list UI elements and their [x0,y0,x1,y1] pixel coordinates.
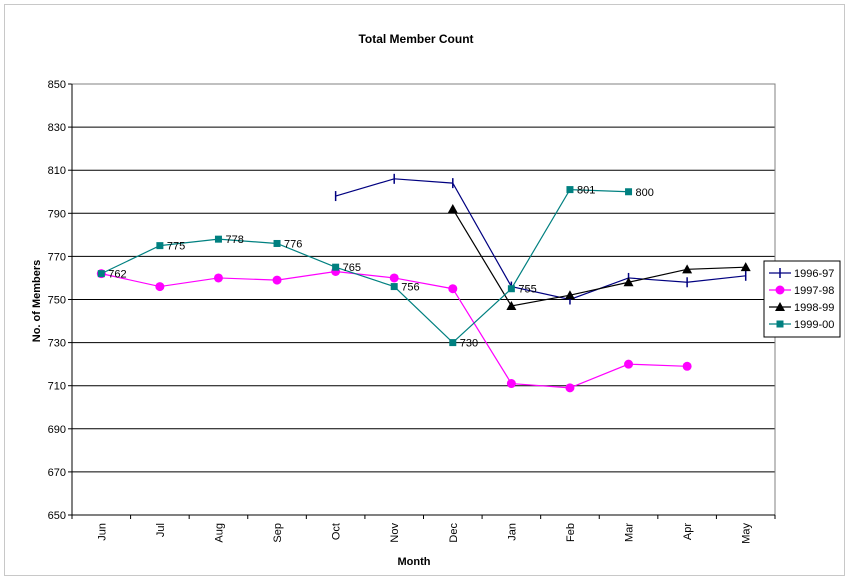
x-axis-label: Month [398,556,431,568]
series-1998-99 [447,203,751,310]
data-label: 776 [284,238,302,250]
data-point [740,262,751,272]
y-tick-label: 650 [48,510,66,522]
data-point [682,264,693,274]
data-label: 762 [108,269,126,281]
x-tick-label: Oct [331,523,343,540]
data-label: 765 [343,262,361,274]
data-point [389,273,399,283]
series-line-1999-00 [101,188,629,344]
data-label: 755 [518,284,536,296]
data-point [97,270,105,278]
data-point [332,263,340,271]
legend-label: 1997-98 [794,285,834,297]
y-tick-label: 750 [48,295,66,307]
data-label: 775 [167,241,185,253]
x-tick-label: Apr [682,523,694,540]
data-label: 801 [577,185,595,197]
data-point [448,284,458,294]
data-label: 800 [636,187,654,199]
legend-item-1996-97: 1996-97 [769,268,834,280]
x-tick-labels: Jun Jul Aug Sep Oct Nov Dec Jan Feb Mar Apr May [96,523,752,544]
line-chart: Total Member Count No. of Members Month … [31,32,841,568]
data-point [506,379,516,389]
data-point [623,277,634,287]
y-tick-label: 690 [48,424,66,436]
data-point [624,359,634,369]
y-tick-label: 790 [48,208,66,220]
data-point [625,188,633,196]
data-point [214,235,222,243]
series-line-1996-97 [335,178,746,301]
legend-label: 1998-99 [794,302,834,314]
x-tick-label: Nov [389,523,401,543]
data-point [213,273,223,283]
data-point [564,290,575,300]
data-point [565,383,575,393]
chart-title: Total Member Count [358,32,473,46]
legend-marker [775,285,785,295]
data-point [682,361,692,371]
series-line-1998-99 [452,208,746,307]
y-axis-label: No. of Members [31,260,43,343]
x-tick-label: Jun [96,523,108,541]
y-tick-label: 810 [48,165,66,177]
x-tick-label: Aug [213,523,225,543]
legend-marker [776,320,784,328]
x-tick-label: Feb [565,523,577,542]
data-point [272,275,282,285]
data-label: 730 [460,338,478,350]
data-point [506,300,517,310]
data-point [566,186,574,194]
data-point [447,203,458,213]
x-tick-label: Jul [155,523,167,537]
series-group: 762 775 778 776 765 756 730 755 801 800 [96,173,751,393]
legend-item-1999-00: 1999-00 [769,319,834,331]
legend-marker [775,302,785,311]
data-point [449,339,457,347]
data-point [155,282,165,292]
x-tick-label: Sep [272,523,284,543]
y-tick-labels: 650 670 690 710 730 750 770 790 810 830 850 [48,79,66,522]
y-tick-label: 830 [48,122,66,134]
x-tick-label: Jan [506,523,518,541]
data-point [156,242,164,250]
y-tick-label: 770 [48,251,66,263]
y-tick-label: 850 [48,79,66,91]
legend-label: 1999-00 [794,319,834,331]
data-label: 778 [225,234,243,246]
y-tick-label: 730 [48,338,66,350]
data-point [390,283,398,291]
legend-item-1998-99: 1998-99 [769,302,834,314]
data-point [273,239,281,247]
legend-label: 1996-97 [794,268,834,280]
chart-frame: Total Member Count No. of Members Month … [4,4,845,576]
axes [68,83,776,519]
data-label: 756 [401,282,419,294]
legend-item-1997-98: 1997-98 [769,285,834,297]
y-tick-label: 670 [48,467,66,479]
gridlines [72,83,775,516]
x-tick-label: Mar [624,523,636,542]
x-tick-label: Dec [448,523,460,543]
y-tick-label: 710 [48,381,66,393]
data-point [507,285,515,293]
x-tick-label: May [741,523,753,544]
legend: 1996-97 1997-98 1998-99 1999-00 [763,260,841,338]
series-1999-00: 762 775 778 776 765 756 730 755 801 800 [97,185,654,350]
